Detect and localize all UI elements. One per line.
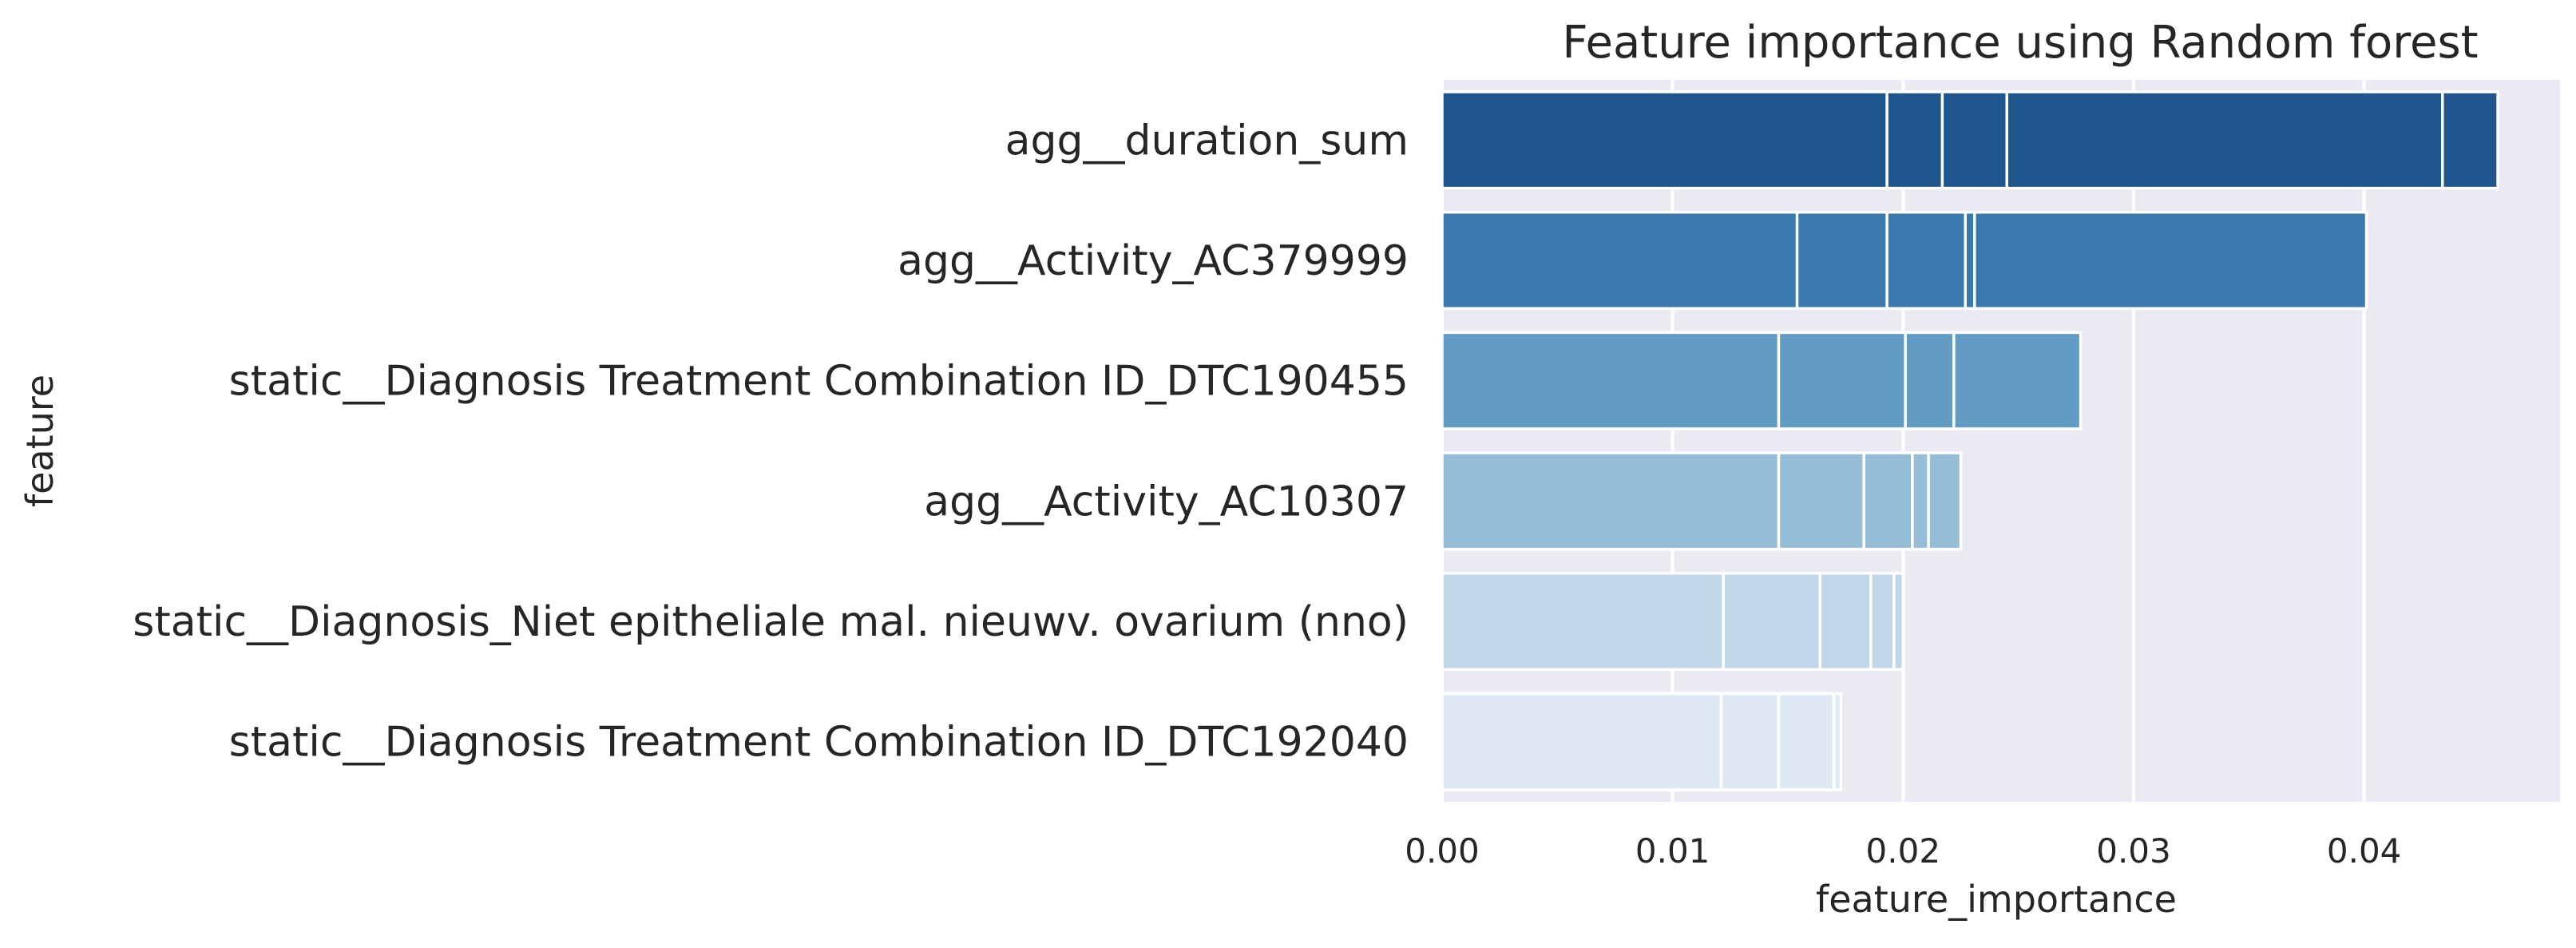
plot-area — [1442, 80, 2560, 802]
bar-segment — [1441, 451, 1781, 551]
bar-segment — [1441, 331, 1781, 430]
y-tick-label: agg__Activity_AC10307 — [924, 478, 1409, 526]
y-tick-label: static__Diagnosis Treatment Combination … — [229, 719, 1409, 767]
x-ticks: 0.00 0.01 0.02 0.03 0.04 — [1405, 831, 2401, 871]
bar-segment — [1441, 692, 1723, 791]
bars — [1441, 90, 2499, 791]
x-tick-label: 0.02 — [1866, 831, 1941, 871]
bar-segment — [1441, 210, 1799, 311]
x-tick-label: 0.00 — [1405, 831, 1480, 871]
y-tick-label: static__Diagnosis Treatment Combination … — [229, 358, 1409, 406]
x-tick-label: 0.01 — [1635, 831, 1710, 871]
y-tick-label: agg__duration_sum — [1005, 117, 1409, 165]
x-tick-label: 0.04 — [2327, 831, 2402, 871]
x-tick-label: 0.03 — [2096, 831, 2171, 871]
y-tick-labels: agg__duration_sum agg__Activity_AC379999s… — [133, 117, 1409, 766]
y-tick-label: static__Diagnosis_Niet epitheliale mal. … — [133, 598, 1409, 646]
bar-segment — [1441, 571, 1725, 672]
y-axis-label: feature — [18, 375, 61, 507]
bar-segment — [1441, 90, 1888, 190]
y-tick-label: agg__Activity_AC379999 — [898, 237, 1409, 285]
gridlines — [1441, 80, 2366, 802]
x-axis-label: feature_importance — [1816, 878, 2177, 921]
chart-title: Feature importance using Random forest — [1562, 17, 2478, 69]
